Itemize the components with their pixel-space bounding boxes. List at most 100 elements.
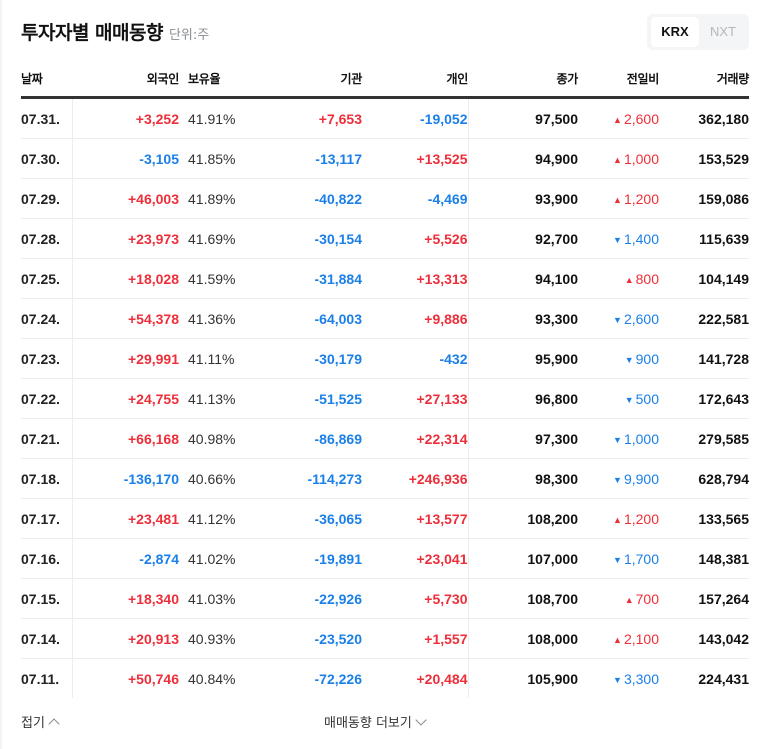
change-value: 900: [635, 350, 659, 367]
cell-volume: 222,581: [659, 298, 749, 339]
cell-volume: 148,381: [659, 538, 749, 579]
cell-holding-rate: 41.59%: [179, 258, 255, 299]
cell-individual: +1,557: [362, 618, 468, 659]
cell-date: 07.22.: [21, 378, 72, 419]
tab-nxt[interactable]: NXT: [710, 24, 736, 39]
cell-holding-rate: 41.13%: [179, 378, 255, 419]
change-value: 2,600: [623, 310, 659, 327]
cell-foreign: +18,028: [71, 258, 179, 299]
cell-volume: 143,042: [659, 618, 749, 659]
table-row: 07.21. +66,168 40.98% -86,869 +22,314 97,300 ▼…: [21, 418, 749, 459]
cell-foreign: -136,170: [71, 458, 179, 499]
cell-individual: +23,041: [362, 538, 468, 579]
triangle-up-icon: ▲: [613, 634, 622, 645]
cell-date: 07.30.: [21, 138, 72, 179]
cell-holding-rate: 41.11%: [179, 338, 255, 379]
table-row: 07.11. +50,746 40.84% -72,226 +20,484 105,900…: [21, 658, 749, 699]
cell-individual: +5,526: [362, 218, 468, 259]
cell-close: 97,500: [467, 97, 578, 139]
cell-foreign: +18,340: [71, 578, 179, 619]
cell-change: ▼ 2,600: [578, 298, 659, 339]
tab-krx[interactable]: KRX: [651, 17, 699, 47]
triangle-up-icon: ▲: [613, 154, 622, 165]
cell-close: 108,700: [467, 578, 578, 619]
cell-institution: -72,226: [314, 670, 362, 687]
cell-volume: 153,529: [659, 138, 749, 179]
change-value: 9,900: [623, 470, 659, 487]
cell-change: ▼ 1,000: [578, 418, 659, 459]
collapse-button[interactable]: 접기: [21, 712, 60, 731]
chevron-up-icon: [48, 718, 60, 730]
cell-institution: -51,525: [255, 378, 362, 419]
cell-holding-rate: 41.12%: [179, 498, 255, 539]
cell-individual: +13,577: [362, 498, 468, 539]
cell-change: ▼ 9,900: [578, 458, 659, 499]
cell-institution: -40,822: [255, 178, 362, 219]
cell-close: 93,300: [467, 298, 578, 339]
col-date: 날짜: [21, 61, 72, 99]
change-value: 1,400: [623, 230, 659, 247]
cell-institution: -31,884: [255, 258, 362, 299]
cell-individual: +20,484: [416, 670, 468, 687]
cell-change: ▲ 1,000: [578, 138, 659, 179]
triangle-down-icon: ▼: [613, 554, 622, 565]
change-value: 2,600: [623, 110, 659, 127]
cell-change: ▼ 1,700: [578, 538, 659, 579]
cell-volume: 133,565: [659, 498, 749, 539]
col-change: 전일비: [578, 61, 659, 99]
triangle-up-icon: ▲: [613, 194, 622, 205]
table-row: 07.29. +46,003 41.89% -40,822 -4,469 93,900 ▲ 1…: [21, 178, 749, 219]
col-individual: 개인: [362, 61, 468, 99]
table-row: 07.25. +18,028 41.59% -31,884 +13,313 94,100 ▲…: [21, 258, 749, 299]
triangle-down-icon: ▼: [624, 354, 634, 365]
investor-trading-table: 날짜 외국인 보유율 기관 개인 종가 전일비 거래량 07.31. +3,252…: [21, 61, 749, 698]
cell-date: 07.11.: [21, 670, 60, 687]
chevron-down-icon: [415, 714, 427, 726]
cell-foreign: +20,913: [71, 618, 179, 659]
cell-foreign: +24,755: [71, 378, 179, 419]
cell-holding-rate: 41.69%: [179, 218, 255, 259]
cell-volume: 224,431: [698, 670, 749, 687]
cell-foreign: +3,252: [71, 97, 179, 139]
triangle-up-icon: ▲: [613, 114, 622, 125]
table-row: 07.22. +24,755 41.13% -51,525 +27,133 96,800 ▼…: [21, 378, 749, 419]
triangle-down-icon: ▼: [613, 434, 622, 445]
cell-close: 98,300: [467, 458, 578, 499]
cell-foreign: +23,973: [71, 218, 179, 259]
cell-date: 07.15.: [21, 578, 72, 619]
cell-institution: -19,891: [255, 538, 362, 579]
col-close: 종가: [468, 61, 578, 99]
table-row: 07.15. +18,340 41.03% -22,926 +5,730 108,700 ▲…: [21, 578, 749, 619]
section-header: 투자자별 매매동향 단위:주: [21, 18, 209, 45]
cell-institution: -30,154: [255, 218, 362, 259]
triangle-up-icon: ▲: [624, 274, 634, 285]
cell-change: ▼ 3,300: [578, 659, 659, 699]
left-edge: [0, 0, 2, 749]
cell-holding-rate: 41.03%: [179, 578, 255, 619]
cell-foreign: -3,105: [71, 138, 179, 179]
triangle-up-icon: ▲: [624, 594, 634, 605]
cell-change: ▲ 2,100: [578, 618, 659, 659]
market-toggle: KRX NXT: [647, 14, 749, 50]
cell-volume: 141,728: [659, 338, 749, 379]
cell-close: 108,200: [467, 498, 578, 539]
cell-date: 07.23.: [21, 338, 72, 379]
cell-date: 07.29.: [21, 178, 72, 219]
cell-institution: -114,273: [255, 458, 362, 499]
change-value: 3,300: [623, 670, 659, 687]
change-value: 1,200: [623, 190, 659, 207]
cell-institution: +7,653: [255, 97, 362, 139]
cell-close: 96,800: [467, 378, 578, 419]
triangle-down-icon: ▼: [613, 314, 622, 325]
more-trading-button[interactable]: 매매동향 더보기: [324, 712, 427, 731]
col-foreign: 외국인: [72, 61, 179, 99]
table-row: 07.18. -136,170 40.66% -114,273 +246,936 98,3…: [21, 458, 749, 499]
cell-institution: -30,179: [255, 338, 362, 379]
cell-change: ▲ 1,200: [578, 178, 659, 219]
cell-institution: -86,869: [255, 418, 362, 459]
cell-close: 95,900: [467, 338, 578, 379]
cell-institution: -13,117: [255, 138, 362, 179]
cell-close: 108,000: [467, 618, 578, 659]
cell-foreign: +66,168: [71, 418, 179, 459]
table-header-row: 날짜 외국인 보유율 기관 개인 종가 전일비 거래량: [21, 61, 749, 99]
